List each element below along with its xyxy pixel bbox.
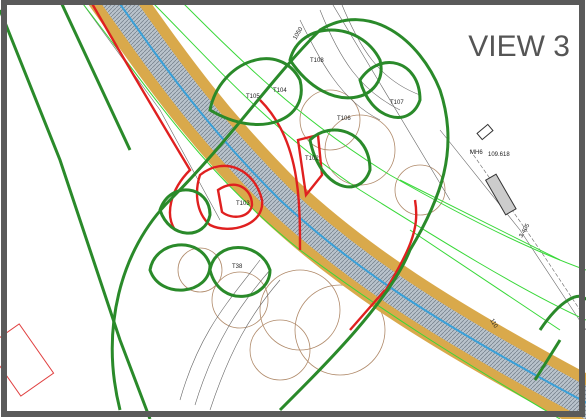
road-centerline [115,0,586,404]
map-label: 110 [488,318,498,330]
view-label: VIEW 3 [468,30,570,63]
map-label: T103 [236,201,250,207]
red-outlines [88,0,418,331]
contours [177,89,446,381]
map-label: T104 [273,88,287,94]
map-label: T107 [390,100,404,106]
map-label: T105 [246,94,260,100]
map-label: T106 [337,116,351,122]
map-label: T108 [310,58,324,64]
structures [0,123,517,397]
map-label: MH6 [470,150,483,156]
map-label: T102 [305,156,319,162]
map-label: 109.618 [488,152,510,158]
map-label: T38 [232,264,243,270]
